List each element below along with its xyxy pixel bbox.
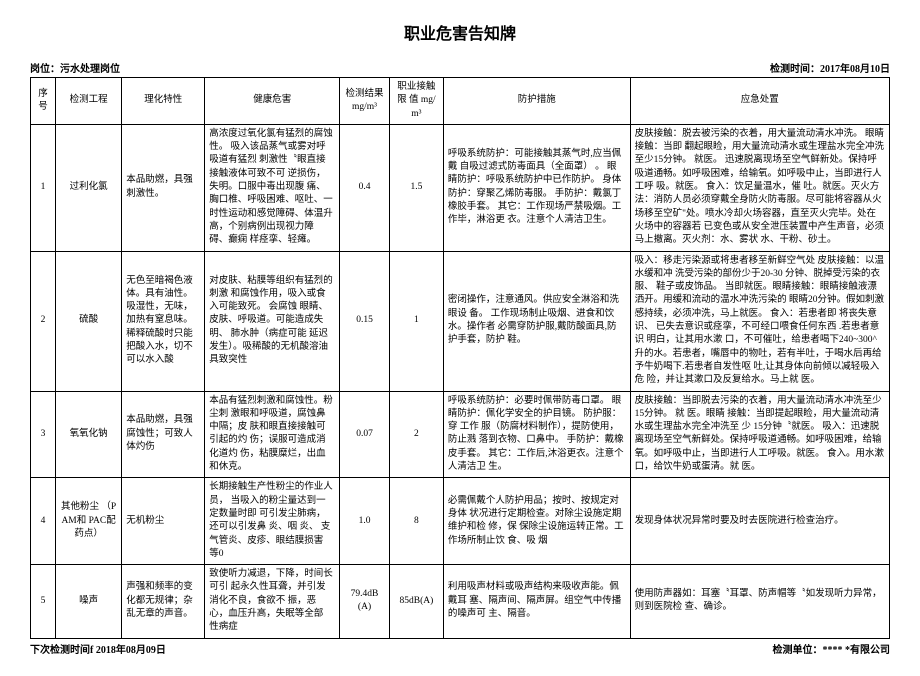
hazard-table: 序号 检测工程 理化特性 健康危害 检测结果 mg/m³ 职业接触限 值 mg/… xyxy=(30,77,890,639)
cell-phys: 声强和频率的变化都无规律；杂乱无章的声音。 xyxy=(122,565,205,638)
table-row: 2硫酸无色至暗褐色液体。具有油性。吸湿性，无味，加热有窒息味。 稀释硫酸时只能把… xyxy=(31,251,890,391)
cell-lim: 1 xyxy=(389,251,443,391)
cell-item: 其他粉尘 （PAM和 PAC配 药点） xyxy=(55,478,121,565)
col-emer: 应急处置 xyxy=(630,78,889,125)
table-header-row: 序号 检测工程 理化特性 健康危害 检测结果 mg/m³ 职业接触限 值 mg/… xyxy=(31,78,890,125)
cell-res: 0.15 xyxy=(340,251,390,391)
col-lim: 职业接触限 值 mg/m³ xyxy=(389,78,443,125)
col-phys: 理化特性 xyxy=(122,78,205,125)
cell-prot: 呼吸系统防护：必要时佩带防毒口罩。 眼睛防护：佩化学安全的护目镜。 防护服：穿 … xyxy=(443,391,630,478)
cell-lim: 1.5 xyxy=(389,124,443,251)
cell-health: 对皮肤、粘膜等组织有猛烈的刺激 和腐蚀作用，吸入或食入可能致死。 会腐蚀 眼睛、… xyxy=(205,251,340,391)
col-res: 检测结果 mg/m³ xyxy=(340,78,390,125)
cell-prot: 呼吸系统防护：可能接触其蒸气时,应当佩戴 自吸过滤式防毒面具（全面罩） 。 眼睛… xyxy=(443,124,630,251)
table-row: 3氧氧化钠本品助燃，具强 腐蚀性；可致人体灼伤本品有猛烈刺激和腐蚀性。粉尘刺 激… xyxy=(31,391,890,478)
cell-item: 过利化氯 xyxy=(55,124,121,251)
cell-seq: 4 xyxy=(31,478,56,565)
cell-res: 0.4 xyxy=(340,124,390,251)
cell-phys: 本品助燃，具强 刺激性。 xyxy=(122,124,205,251)
cell-item: 噪声 xyxy=(55,565,121,638)
cell-emer: 皮肤接触：当即脱去污染的衣着，用大量流动清水冲洗至少15分钟。 就 医。眼睛 接… xyxy=(630,391,889,478)
cell-item: 氧氧化钠 xyxy=(55,391,121,478)
footer-left: 下次检测时间f 2018年08月09日 xyxy=(30,641,166,656)
cell-phys: 无机粉尘 xyxy=(122,478,205,565)
cell-prot: 利用吸声材料或吸声结构来吸收声能。佩戴耳 塞、隔声间、隔声屏。组空气中传播的噪声… xyxy=(443,565,630,638)
cell-prot: 必需佩戴个人防护用品；按时、按规定对身体 状况进行定期检查。对除尘设施定期维护和… xyxy=(443,478,630,565)
cell-item: 硫酸 xyxy=(55,251,121,391)
cell-lim: 85dB(A) xyxy=(389,565,443,638)
table-row: 4其他粉尘 （PAM和 PAC配 药点）无机粉尘长期接触生产性粉尘的作业人员， … xyxy=(31,478,890,565)
cell-lim: 2 xyxy=(389,391,443,478)
cell-prot: 密闭操作，注意通风。供应安全淋浴和洗眼设 备。 工作现场制止吸烟、进食和饮水。操… xyxy=(443,251,630,391)
footer-row: 下次检测时间f 2018年08月09日 检测单位：**** *有限公司 xyxy=(30,641,890,656)
cell-emer: 皮肤接触：脱去被污染的衣着，用大量流动清水冲洗。 眼睛接触：当即 翻起眼睑，用大… xyxy=(630,124,889,251)
table-row: 1过利化氯本品助燃，具强 刺激性。高浓度过氧化氯有猛烈的腐蚀性。 吸入该品蒸气或… xyxy=(31,124,890,251)
cell-seq: 5 xyxy=(31,565,56,638)
cell-seq: 3 xyxy=(31,391,56,478)
cell-lim: 8 xyxy=(389,478,443,565)
page-title: 职业危害告知牌 xyxy=(30,20,890,44)
cell-emer: 使用防声器如：耳塞〝耳罩、防声帽等〝如发现听力异常，则到医院检 查、确诊。 xyxy=(630,565,889,638)
col-item: 检测工程 xyxy=(55,78,121,125)
header-row: 岗位：污水处理岗位 检测时间：2017年08月10日 xyxy=(30,60,890,75)
cell-emer: 吸入：移走污染源或将患者移至新鲜空气处 皮肤接触：以温水缓和冲 洗受污染的部份少… xyxy=(630,251,889,391)
col-seq: 序号 xyxy=(31,78,56,125)
cell-res: 79.4dB(A) xyxy=(340,565,390,638)
cell-health: 高浓度过氧化氯有猛烈的腐蚀性。 吸入该品蒸气或雾对呼吸道有猛烈 刺激性〝眼直接接… xyxy=(205,124,340,251)
cell-health: 长期接触生产性粉尘的作业人员， 当吸入的粉尘量达到一定数量时即 可引发尘肺病，还… xyxy=(205,478,340,565)
col-prot: 防护措施 xyxy=(443,78,630,125)
cell-phys: 无色至暗褐色液体。具有油性。吸湿性，无味，加热有窒息味。 稀释硫酸时只能把酸入水… xyxy=(122,251,205,391)
header-right: 检测时间：2017年08月10日 xyxy=(770,60,890,75)
footer-right: 检测单位：**** *有限公司 xyxy=(773,641,891,656)
cell-emer: 发现身体状况异常时要及时去医院进行检查治疗。 xyxy=(630,478,889,565)
cell-phys: 本品助燃，具强 腐蚀性；可致人体灼伤 xyxy=(122,391,205,478)
table-row: 5噪声声强和频率的变化都无规律；杂乱无章的声音。致使听力减退，下降，时间长可引 … xyxy=(31,565,890,638)
cell-health: 致使听力减退，下降，时间长可引 起永久性耳聋，并引发消化不良，食欲不 振，恶 心… xyxy=(205,565,340,638)
cell-res: 1.0 xyxy=(340,478,390,565)
cell-health: 本品有猛烈刺激和腐蚀性。粉尘刺 激眼和呼吸道，腐蚀鼻中隔；皮 肤和眼直接接触可引… xyxy=(205,391,340,478)
cell-seq: 2 xyxy=(31,251,56,391)
cell-seq: 1 xyxy=(31,124,56,251)
cell-res: 0.07 xyxy=(340,391,390,478)
col-health: 健康危害 xyxy=(205,78,340,125)
header-left: 岗位：污水处理岗位 xyxy=(30,60,120,75)
